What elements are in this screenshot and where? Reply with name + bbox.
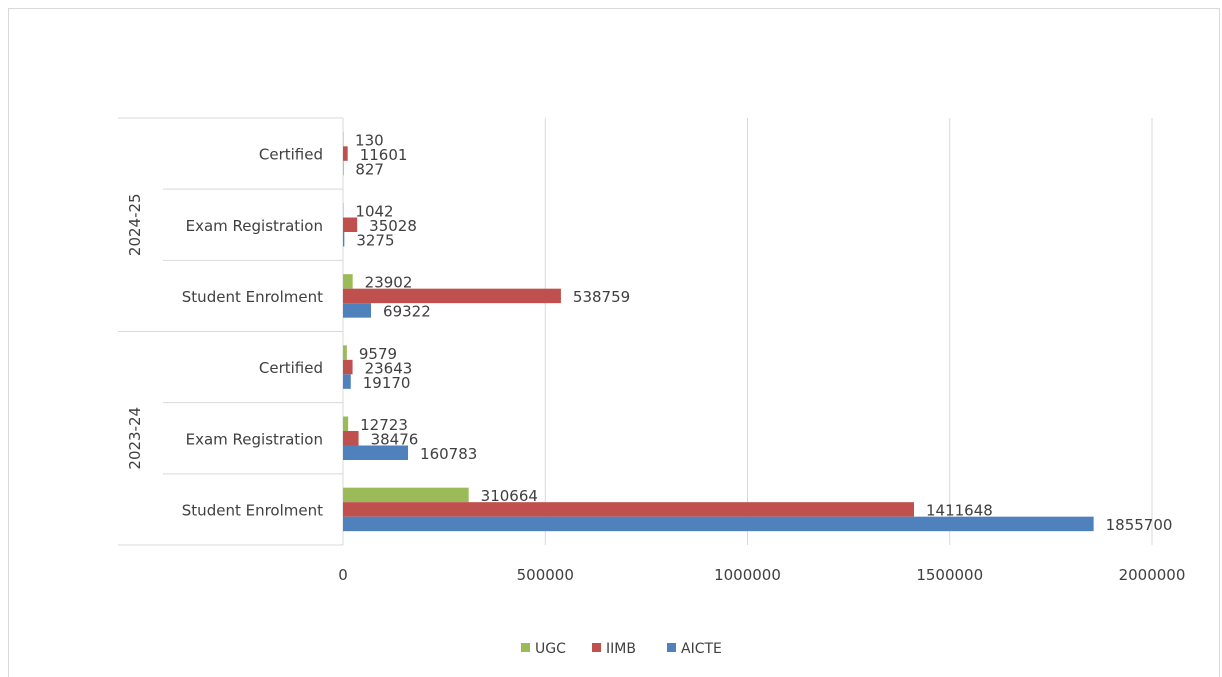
bar-ugc — [343, 131, 344, 147]
data-label: 3275 — [356, 232, 394, 250]
bar-iimb — [343, 431, 359, 446]
data-label: 310664 — [481, 487, 538, 505]
data-label: 1855700 — [1106, 516, 1173, 534]
data-label: 1411648 — [926, 502, 993, 520]
bar-aicte — [343, 232, 345, 247]
group-label: 2023-24 — [126, 407, 144, 470]
legend-swatch-iimb — [592, 643, 601, 652]
bar-aicte — [343, 445, 409, 460]
data-label: 9579 — [359, 345, 397, 363]
category-label: Certified — [259, 146, 323, 164]
data-label: 160783 — [420, 445, 477, 463]
bar-ugc — [343, 345, 347, 360]
legend-label: IIMB — [606, 641, 636, 657]
category-label: Certified — [259, 359, 323, 377]
bar-iimb — [343, 146, 348, 161]
data-label: 12723 — [360, 416, 408, 434]
data-label: 19170 — [363, 374, 411, 392]
bar-aicte — [343, 374, 351, 389]
data-label: 23643 — [365, 359, 413, 377]
data-label: 35028 — [369, 217, 417, 235]
legend-label: AICTE — [681, 641, 722, 657]
bar-ugc — [343, 416, 349, 431]
bar-iimb — [343, 502, 915, 517]
bar-iimb — [343, 359, 353, 375]
chart-frame — [8, 8, 1220, 677]
category-label: Exam Registration — [186, 217, 323, 235]
bar-iimb — [343, 217, 358, 232]
data-label: 23902 — [365, 274, 413, 292]
data-label: 827 — [355, 160, 384, 178]
category-label: Student Enrolment — [182, 501, 323, 519]
group-label: 2024-25 — [126, 193, 144, 256]
data-label: 11601 — [360, 146, 408, 164]
bar-aicte — [343, 516, 1094, 532]
data-label: 538759 — [573, 288, 630, 306]
bar-aicte — [343, 160, 344, 176]
x-tick-label: 500000 — [517, 566, 574, 584]
x-tick-label: 2000000 — [1119, 566, 1186, 584]
bar-iimb — [343, 288, 561, 304]
x-tick-label: 1500000 — [916, 566, 983, 584]
bar-ugc — [343, 203, 344, 218]
bar-ugc — [343, 487, 469, 503]
x-tick-label: 0 — [338, 566, 348, 584]
category-label: Student Enrolment — [182, 288, 323, 306]
legend-swatch-ugc — [521, 643, 530, 652]
legend-swatch-aicte — [667, 643, 676, 652]
data-label: 69322 — [383, 303, 431, 321]
category-label: Exam Registration — [186, 430, 323, 448]
bar-ugc — [343, 274, 353, 289]
x-tick-label: 1000000 — [714, 566, 781, 584]
legend-label: UGC — [535, 641, 566, 657]
bar-aicte — [343, 303, 372, 318]
data-label: 130 — [355, 131, 384, 149]
data-label: 38476 — [371, 431, 419, 449]
data-label: 1042 — [355, 203, 393, 221]
